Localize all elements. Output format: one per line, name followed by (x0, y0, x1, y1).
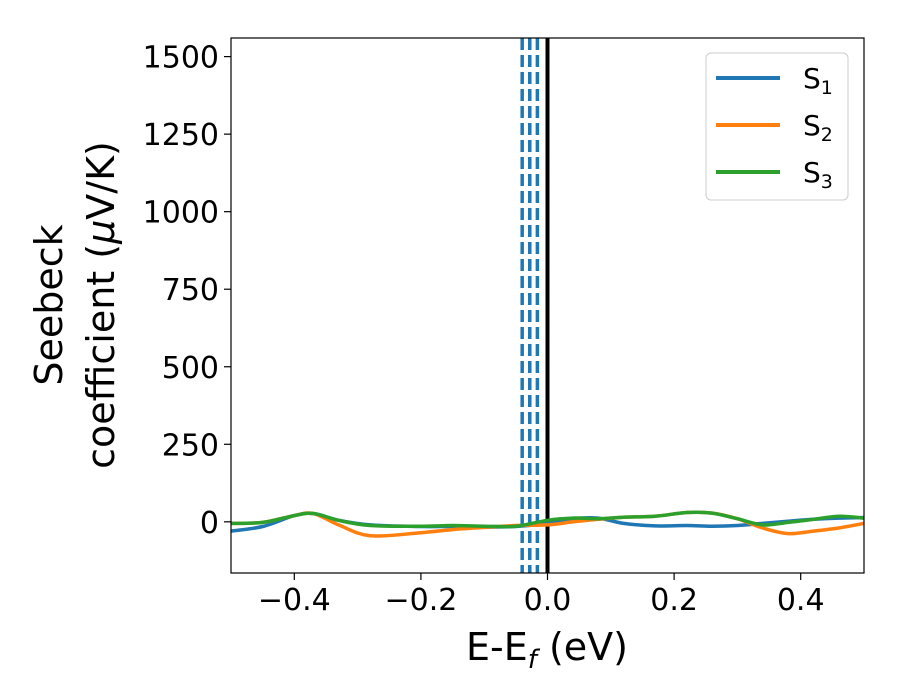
legend-label-s3: S3 (803, 156, 833, 193)
legend: S1 S2 S3 (705, 52, 849, 201)
y-axis-title-unit: V/K) (79, 141, 123, 220)
y-tick-label: 1000 (143, 196, 219, 231)
legend-label-s2: S2 (803, 109, 833, 146)
series-lines (230, 510, 865, 538)
series-line-s3 (230, 510, 865, 529)
y-axis-title-line2-main: coefficient ( (79, 244, 123, 469)
y-axis-ticks: 0 250 500 750 1000 1250 1500 (143, 41, 231, 541)
vertical-lines (520, 38, 550, 573)
x-axis-title-unit: (eV) (537, 625, 628, 669)
y-axis-title-line2: coefficient (μV/K) (79, 141, 123, 469)
x-tick-label: −0.4 (258, 583, 331, 618)
x-axis-title: E-Ef (eV) (466, 625, 628, 675)
y-axis-title: Seebeck coefficient (μV/K) (27, 141, 123, 469)
x-tick-label: 0.2 (650, 583, 698, 618)
x-tick-label: 0.0 (524, 583, 572, 618)
y-tick-label: 1500 (143, 41, 219, 76)
y-tick-label: 750 (162, 273, 219, 308)
x-axis-ticks: −0.4 −0.2 0.0 0.2 0.4 (258, 573, 825, 618)
y-tick-label: 250 (162, 428, 219, 463)
y-tick-label: 0 (200, 506, 219, 541)
y-tick-label: 500 (162, 351, 219, 386)
y-tick-label: 1250 (143, 118, 219, 153)
legend-label-s1: S1 (803, 62, 833, 99)
x-axis-title-main: E-E (466, 625, 528, 669)
x-tick-label: 0.4 (777, 583, 825, 618)
x-tick-label: −0.2 (384, 583, 457, 618)
y-axis-title-mu: μ (79, 220, 123, 245)
series-line-s2 (230, 510, 865, 538)
y-axis-title-line1: Seebeck (27, 224, 71, 385)
